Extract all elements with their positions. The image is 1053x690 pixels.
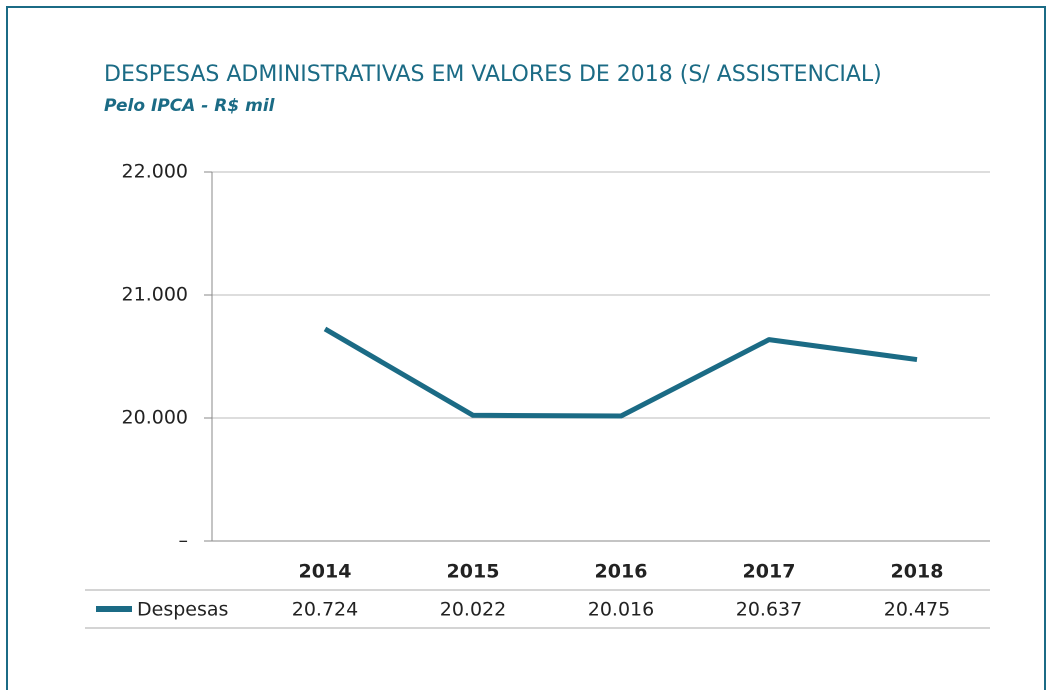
- legend-swatch: [96, 606, 132, 612]
- y-tick-label: –: [179, 530, 189, 552]
- data-label: 20.475: [884, 599, 950, 621]
- chart-title: DESPESAS ADMINISTRATIVAS EM VALORES DE 2…: [104, 62, 882, 87]
- data-label: 20.016: [588, 599, 654, 621]
- x-tick-label: 2017: [743, 561, 796, 583]
- line: [323, 326, 918, 419]
- y-tick-label: 20.000: [122, 407, 188, 429]
- y-tick-label: 21.000: [122, 284, 188, 306]
- y-tick-label: 22.000: [122, 161, 188, 183]
- legend-label: Despesas: [137, 599, 228, 621]
- data-label: 20.724: [292, 599, 358, 621]
- x-tick-label: 2018: [891, 561, 944, 583]
- chart-subtitle: Pelo IPCA - R$ mil: [104, 96, 276, 116]
- x-tick-label: 2016: [595, 561, 648, 583]
- x-tick-label: 2015: [447, 561, 500, 583]
- x-tick-label: 2014: [299, 561, 352, 583]
- frame: [6, 6, 1046, 690]
- data-label: 20.637: [736, 599, 802, 621]
- data-label: 20.022: [440, 599, 506, 621]
